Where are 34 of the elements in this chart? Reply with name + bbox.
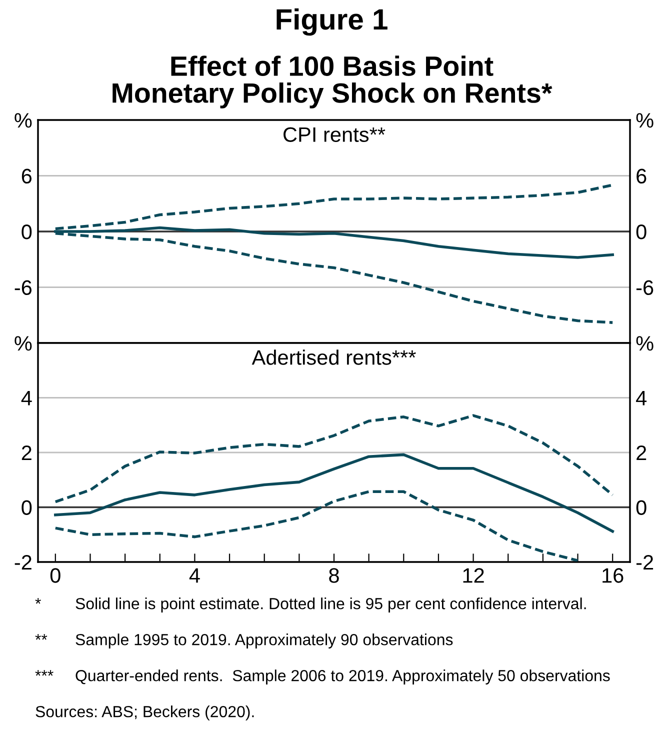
- line-series: [54, 490, 580, 562]
- y2-tick-label: 0: [636, 224, 646, 240]
- y2-tick-label: %: [636, 113, 654, 128]
- y-tick-label: 0: [22, 224, 32, 240]
- y-tick-label: %: [14, 336, 32, 351]
- chart-title: Adertised rents***: [252, 350, 416, 365]
- y2-tick-label: 0: [636, 500, 646, 516]
- x-tick-label: 12: [463, 568, 484, 583]
- y-tick-label: -6: [14, 280, 32, 296]
- y2-tick-label: -2: [636, 555, 654, 570]
- y2-tick-label: -6: [636, 280, 654, 296]
- x-tick-label: 0: [50, 568, 60, 583]
- text: * Solid line is point estimate. Dotted line is 95 per cent confidence interval.: [35, 598, 586, 612]
- source-note: Sources: ABS; Beckers (2020).: [36, 706, 254, 720]
- text: Figure 1: [276, 8, 388, 36]
- y2-tick-label: 4: [636, 390, 647, 406]
- y-tick-label: 0: [22, 500, 32, 516]
- text: Effect of 100 Basis Point Monetary Policy Shock on Rents*: [112, 56, 552, 108]
- line-series: [54, 414, 614, 504]
- x-tick-label: 16: [602, 568, 624, 583]
- text: ** Sample 1995 to 2019. Approximately 90 observations: [35, 634, 453, 648]
- y2-tick-label: %: [636, 336, 654, 351]
- y-tick-label: 2: [22, 446, 32, 460]
- line-series: [54, 453, 614, 533]
- x-tick-label: 8: [329, 568, 339, 583]
- y-tick-label: %: [14, 113, 32, 128]
- y-tick-label: 6: [22, 168, 32, 184]
- chart-title: CPI rents**: [284, 127, 386, 142]
- y2-tick-label: 2: [636, 446, 646, 460]
- y2-tick-label: 6: [636, 168, 646, 184]
- y-tick-label: 4: [21, 390, 32, 406]
- x-tick-label: 4: [189, 568, 200, 583]
- y-tick-label: -2: [14, 555, 32, 570]
- text: *** Quarter-ended rents. Sample 2006 to 2019. Approximately 50 observations: [35, 670, 610, 684]
